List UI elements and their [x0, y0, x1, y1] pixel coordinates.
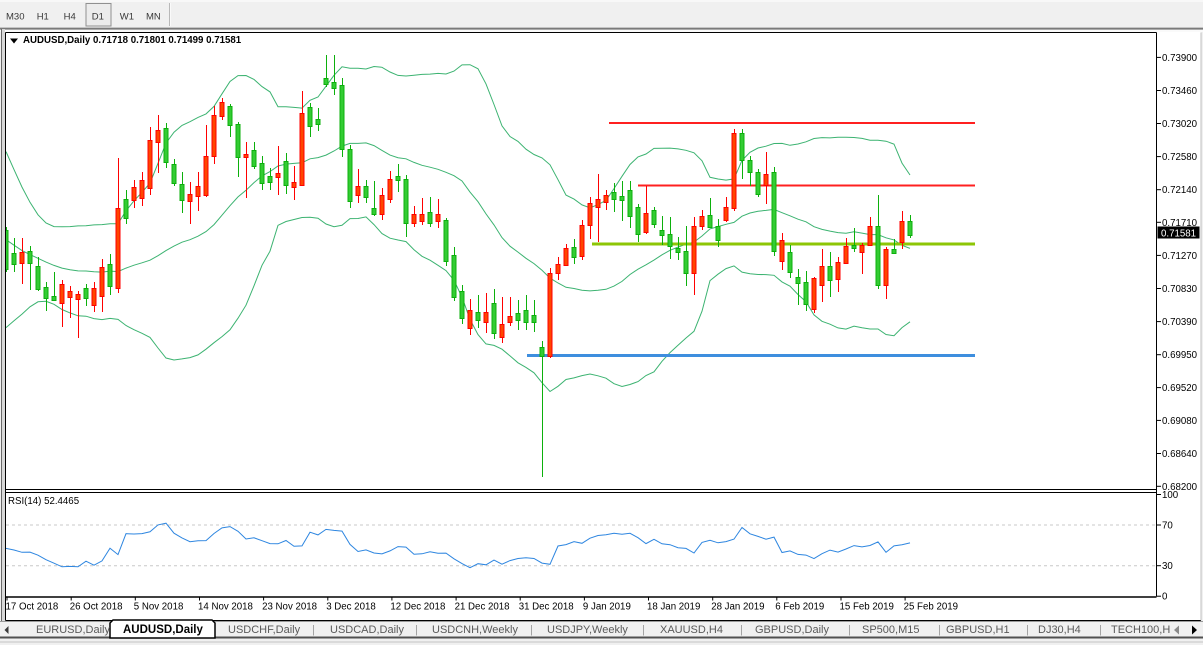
svg-text:EURUSD,Daily: EURUSD,Daily: [36, 624, 110, 636]
svg-text:5 Nov 2018: 5 Nov 2018: [134, 602, 184, 613]
svg-text:31 Dec 2018: 31 Dec 2018: [519, 602, 574, 613]
svg-text:0.69520: 0.69520: [1162, 383, 1198, 394]
svg-text:|: |: [1026, 624, 1029, 636]
svg-text:15 Feb 2019: 15 Feb 2019: [840, 602, 894, 613]
svg-text:USDCAD,Daily: USDCAD,Daily: [330, 624, 404, 636]
svg-text:0.71710: 0.71710: [1162, 218, 1198, 229]
svg-text:TECH100,H: TECH100,H: [1111, 624, 1170, 636]
svg-text:USDCHF,Daily: USDCHF,Daily: [228, 624, 301, 636]
svg-text:3 Dec 2018: 3 Dec 2018: [326, 602, 376, 613]
svg-text:9 Jan 2019: 9 Jan 2019: [583, 602, 631, 613]
svg-text:|: |: [848, 624, 851, 636]
svg-text:|: |: [938, 624, 941, 636]
svg-text:D1: D1: [92, 12, 104, 23]
svg-text:|: |: [312, 624, 315, 636]
svg-text:0.69950: 0.69950: [1162, 350, 1198, 361]
svg-text:|: |: [415, 624, 418, 636]
svg-text:0.72140: 0.72140: [1162, 185, 1198, 196]
svg-text:H1: H1: [37, 12, 49, 23]
svg-text:26 Oct 2018: 26 Oct 2018: [70, 602, 123, 613]
svg-text:30: 30: [1162, 561, 1173, 572]
svg-text:28 Jan 2019: 28 Jan 2019: [711, 602, 764, 613]
svg-text:12 Dec 2018: 12 Dec 2018: [390, 602, 445, 613]
svg-text:0.72580: 0.72580: [1162, 152, 1198, 163]
svg-text:0.71270: 0.71270: [1162, 251, 1198, 262]
svg-text:0: 0: [1162, 592, 1168, 603]
svg-text:100: 100: [1162, 490, 1179, 501]
svg-text:AUDUSD,Daily: AUDUSD,Daily: [123, 624, 203, 636]
svg-text:0.70390: 0.70390: [1162, 317, 1198, 328]
svg-text:0.68200: 0.68200: [1162, 482, 1198, 493]
svg-text:MN: MN: [146, 12, 161, 23]
svg-text:21 Dec 2018: 21 Dec 2018: [455, 602, 510, 613]
svg-text:14 Nov 2018: 14 Nov 2018: [198, 602, 253, 613]
svg-text:|: |: [530, 624, 533, 636]
svg-text:0.69080: 0.69080: [1162, 416, 1198, 427]
svg-text:DJ30,H4: DJ30,H4: [1038, 624, 1081, 636]
svg-text:0.70830: 0.70830: [1162, 284, 1198, 295]
svg-text:6 Feb 2019: 6 Feb 2019: [775, 602, 824, 613]
svg-text:RSI(14) 52.4465: RSI(14) 52.4465: [8, 496, 79, 507]
svg-text:XAUUSD,H4: XAUUSD,H4: [660, 624, 723, 636]
svg-text:0.73900: 0.73900: [1162, 53, 1198, 64]
svg-text:70: 70: [1162, 521, 1173, 532]
svg-text:|: |: [740, 624, 743, 636]
svg-text:|: |: [642, 624, 645, 636]
svg-text:0.73460: 0.73460: [1162, 86, 1198, 97]
svg-text:M30: M30: [6, 12, 24, 23]
svg-text:18 Jan 2019: 18 Jan 2019: [647, 602, 700, 613]
svg-text:|: |: [1099, 624, 1102, 636]
svg-text:H4: H4: [64, 12, 76, 23]
svg-text:0.71581: 0.71581: [1161, 229, 1196, 240]
svg-text:SP500,M15: SP500,M15: [862, 624, 919, 636]
svg-text:W1: W1: [120, 12, 134, 23]
svg-text:0.73020: 0.73020: [1162, 119, 1198, 130]
svg-text:AUDUSD,Daily: AUDUSD,Daily: [23, 35, 91, 46]
svg-text:25 Feb 2019: 25 Feb 2019: [904, 602, 958, 613]
svg-text:0.68640: 0.68640: [1162, 449, 1198, 460]
svg-text:17 Oct 2018: 17 Oct 2018: [6, 602, 59, 613]
svg-text:23 Nov 2018: 23 Nov 2018: [262, 602, 317, 613]
svg-text:0.71718 0.71801 0.71499 0.7158: 0.71718 0.71801 0.71499 0.71581: [93, 35, 242, 46]
svg-text:USDJPY,Weekly: USDJPY,Weekly: [547, 624, 628, 636]
svg-text:GBPUSD,H1: GBPUSD,H1: [946, 624, 1010, 636]
svg-text:USDCNH,Weekly: USDCNH,Weekly: [432, 624, 518, 636]
svg-text:GBPUSD,Daily: GBPUSD,Daily: [755, 624, 829, 636]
